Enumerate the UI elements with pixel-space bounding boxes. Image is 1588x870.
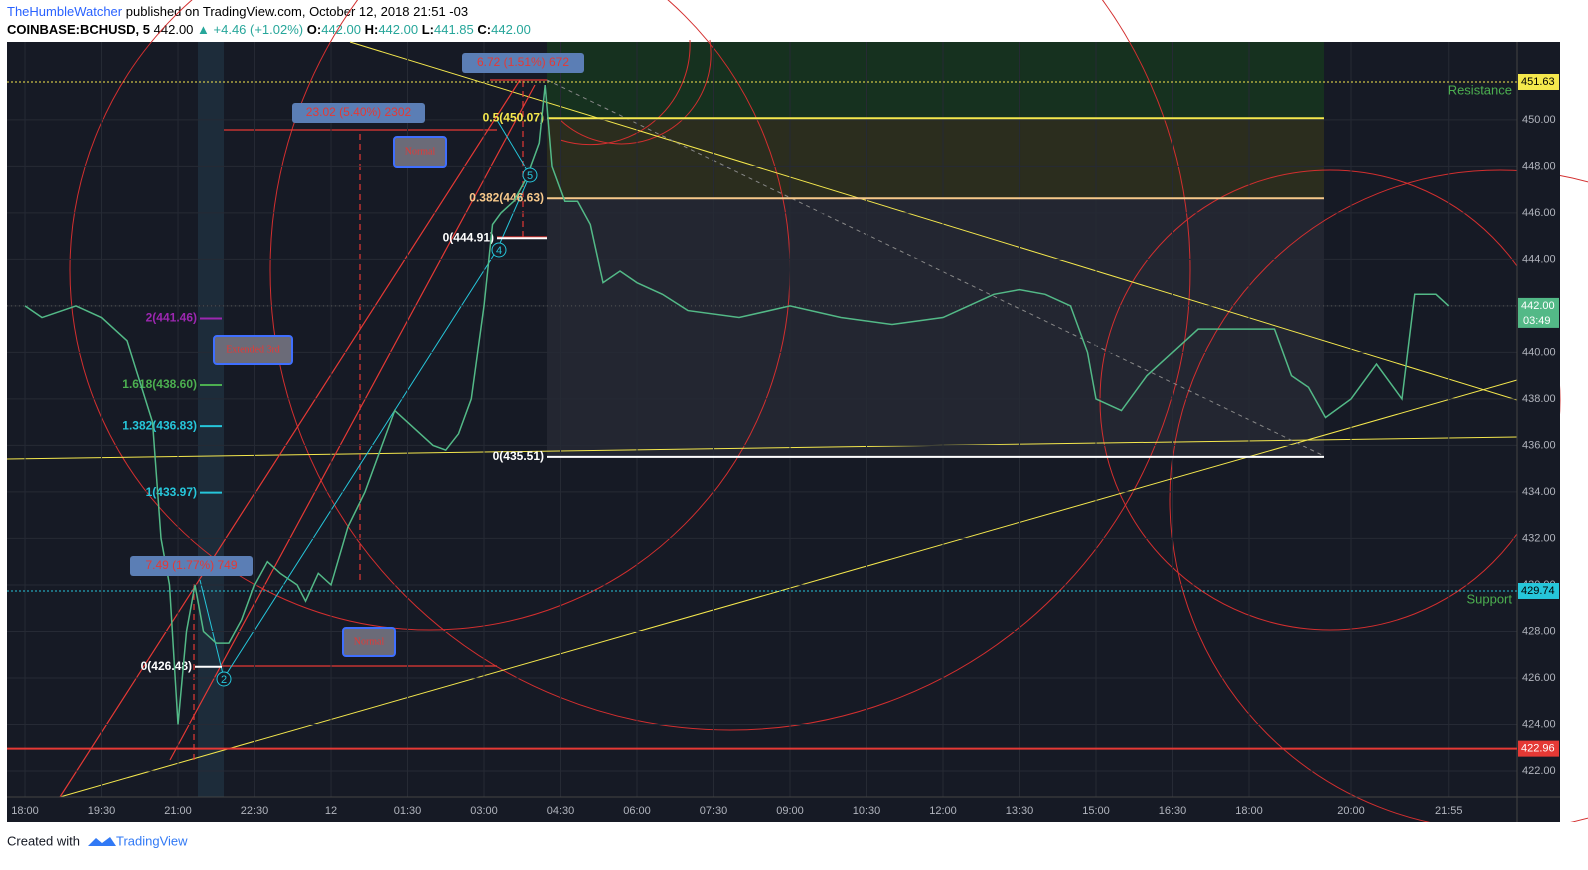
fib-label: 0(435.51) <box>493 449 544 463</box>
price: 442.00 <box>153 22 194 37</box>
c-label: C: <box>477 22 492 37</box>
y-tick-label: 422.00 <box>1522 765 1556 777</box>
price-axis-bg <box>1517 42 1560 822</box>
author[interactable]: TheHumbleWatcher <box>7 4 123 19</box>
measure-label: 7.49 (1.77%) 749 <box>145 558 237 572</box>
x-tick-label: 21:55 <box>1435 805 1463 817</box>
price-marker-label: 451.63 <box>1521 76 1555 88</box>
y-tick-label: 446.00 <box>1522 207 1556 219</box>
open: 442.00 <box>321 22 361 37</box>
fib-zone <box>547 118 1324 198</box>
fib-label: 2(441.46) <box>146 311 197 325</box>
fib-label: 0.5(450.07) <box>483 110 544 124</box>
callout-label: Extended 3rd <box>226 344 280 355</box>
fib-label: 1(433.97) <box>146 485 197 499</box>
wave-marker <box>491 242 507 258</box>
y-tick-label: 436.00 <box>1522 439 1556 451</box>
last-price-marker <box>1518 297 1559 328</box>
low: 441.85 <box>434 22 474 37</box>
x-tick-label: 12:00 <box>929 805 957 817</box>
fib-label: 1.382(436.83) <box>122 418 197 432</box>
target-zone <box>547 42 1324 118</box>
y-tick-label: 450.00 <box>1522 114 1556 126</box>
x-tick-label: 09:00 <box>776 805 804 817</box>
wave-label: 4 <box>496 245 502 257</box>
price-marker <box>1518 73 1559 90</box>
change: ▲ +4.46 (+1.02%) <box>197 22 304 37</box>
callout-box <box>213 335 293 365</box>
callout-label: Normal <box>354 636 385 647</box>
fib-label: 0.382(446.63) <box>469 190 544 204</box>
y-tick-label: 444.00 <box>1522 253 1556 265</box>
x-tick-label: 04:30 <box>547 805 575 817</box>
measure-box <box>462 53 584 73</box>
symbol: COINBASE:BCHUSD, 5 <box>7 22 151 37</box>
callout-box <box>393 136 447 168</box>
fib-label: 0(444.91) <box>443 230 494 244</box>
price-marker <box>1518 740 1559 757</box>
measure-label: 6.72 (1.51%) 672 <box>477 55 569 69</box>
x-tick-label: 10:30 <box>853 805 881 817</box>
y-tick-label: 424.00 <box>1522 718 1556 730</box>
level-name: Support <box>1466 591 1512 606</box>
close: 442.00 <box>491 22 531 37</box>
y-tick-label: 440.00 <box>1522 346 1556 358</box>
wave-marker <box>522 167 538 183</box>
o-label: O: <box>306 22 322 37</box>
price-marker-label: 429.74 <box>1521 585 1555 597</box>
price-line <box>24 84 1450 725</box>
fib-label: 1.618(438.60) <box>122 377 197 391</box>
x-tick-label: 12 <box>325 805 337 817</box>
x-tick-label: 13:30 <box>1006 805 1034 817</box>
measure-label: 23.02 (5.40%) 2302 <box>306 105 412 119</box>
x-tick-label: 03:00 <box>470 805 498 817</box>
y-tick-label: 426.00 <box>1522 672 1556 684</box>
level-name: Resistance <box>1448 82 1512 97</box>
y-tick-label: 448.00 <box>1522 160 1556 172</box>
wave-marker <box>216 671 232 687</box>
last-price-label: 442.00 <box>1521 300 1555 312</box>
measure-box <box>130 556 253 576</box>
y-tick-label: 434.00 <box>1522 486 1556 498</box>
wave-label: 2 <box>221 674 227 686</box>
x-tick-label: 20:00 <box>1337 805 1365 817</box>
highlight-zone <box>198 42 224 797</box>
measure-box <box>292 103 425 123</box>
range-zone <box>547 198 1324 456</box>
countdown: 03:49 <box>1523 315 1551 327</box>
x-tick-label: 18:00 <box>1235 805 1263 817</box>
callout-box <box>342 627 396 657</box>
y-tick-label: 438.00 <box>1522 393 1556 405</box>
symbol-line: COINBASE:BCHUSD, 5 442.00 ▲ +4.46 (+1.02… <box>7 22 531 37</box>
fib-label: 0(426.48) <box>141 659 192 673</box>
trendlines <box>6 41 1518 798</box>
high: 442.00 <box>378 22 419 37</box>
header-line: TheHumbleWatcher published on TradingVie… <box>7 4 468 19</box>
y-tick-label: 432.00 <box>1522 532 1556 544</box>
x-tick-label: 06:00 <box>623 805 651 817</box>
price-marker <box>1518 582 1559 599</box>
x-tick-label: 15:00 <box>1082 805 1110 817</box>
x-tick-label: 19:30 <box>88 805 116 817</box>
footer-brand[interactable]: TradingView <box>116 833 188 848</box>
footer-bg <box>0 822 1588 870</box>
x-tick-label: 01:30 <box>394 805 422 817</box>
y-tick-label: 428.00 <box>1522 625 1556 637</box>
x-tick-label: 16:30 <box>1159 805 1187 817</box>
x-tick-label: 22:30 <box>241 805 269 817</box>
callout-label: Normal <box>405 146 436 157</box>
x-tick-label: 21:00 <box>164 805 192 817</box>
h-label: H: <box>364 22 379 37</box>
x-tick-label: 18:00 <box>11 805 39 817</box>
published: published on TradingView.com, October 12… <box>125 4 469 19</box>
footer-logo <box>88 837 116 846</box>
l-label: L: <box>421 22 434 37</box>
wave-label: 5 <box>527 170 533 182</box>
x-tick-label: 07:30 <box>700 805 728 817</box>
price-marker-label: 422.96 <box>1521 743 1555 755</box>
footer-created: Created with <box>7 833 80 848</box>
